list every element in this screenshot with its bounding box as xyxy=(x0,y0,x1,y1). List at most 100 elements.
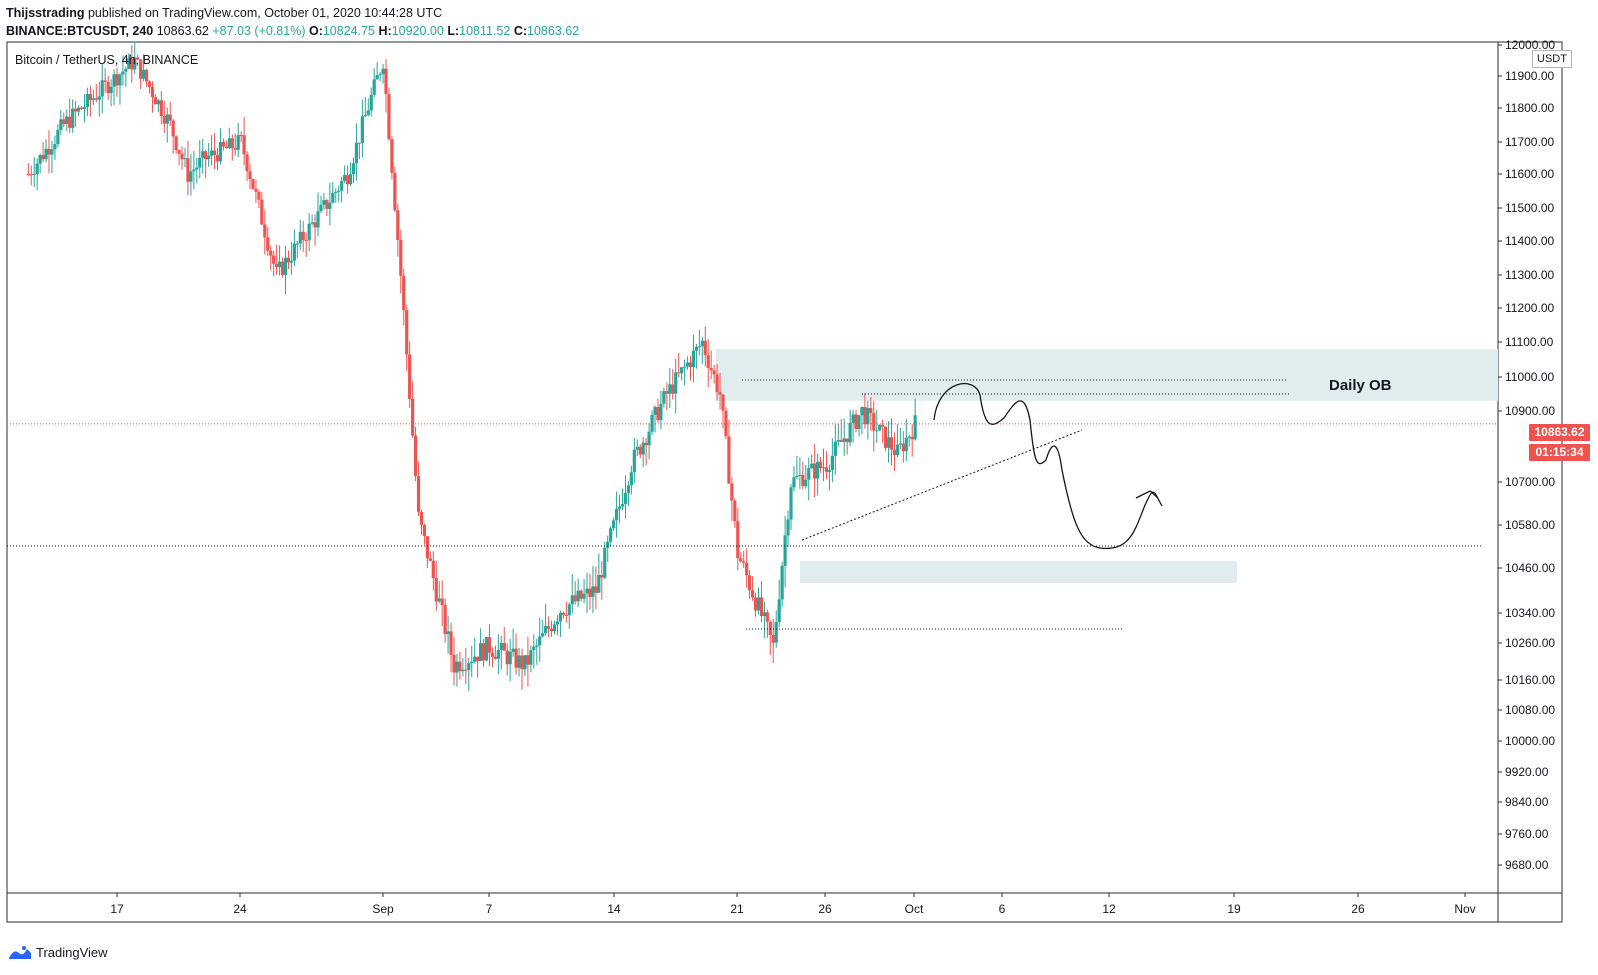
candle xyxy=(508,638,512,682)
projection-path[interactable] xyxy=(933,382,1163,550)
candle xyxy=(913,398,917,441)
candle xyxy=(671,369,675,400)
candle xyxy=(431,551,435,591)
candle xyxy=(153,94,158,105)
candle xyxy=(514,633,518,675)
candle xyxy=(727,419,731,484)
candle xyxy=(381,63,385,84)
price-tick-label: 9760.00 xyxy=(1505,827,1549,841)
candle xyxy=(85,87,90,116)
candle xyxy=(130,45,134,83)
publisher-name[interactable]: Thijsstrading xyxy=(6,6,85,20)
projection-arrow-icon xyxy=(1135,490,1159,499)
candle xyxy=(449,622,453,673)
candle xyxy=(360,99,364,158)
candle xyxy=(712,364,716,384)
time-axis[interactable]: 17 24 Sep 7 14 21 26 Oct 6 12 19 26 Nov xyxy=(110,893,1476,916)
candle xyxy=(851,409,855,443)
candle xyxy=(759,581,764,623)
candle xyxy=(79,106,84,110)
candle xyxy=(665,382,669,411)
candle xyxy=(529,645,533,673)
time-tick-label: Sep xyxy=(372,902,394,916)
candle xyxy=(632,437,636,484)
candle xyxy=(325,199,329,216)
candle xyxy=(644,437,648,466)
price-tick-label: 10340.00 xyxy=(1505,606,1555,620)
candle xyxy=(715,364,719,401)
demand-zone[interactable] xyxy=(800,560,1237,583)
candle xyxy=(541,619,545,638)
candle xyxy=(730,477,734,521)
price-change: +87.03 (+0.81%) xyxy=(212,24,306,38)
footer[interactable]: TradingView xyxy=(8,944,108,960)
candle xyxy=(694,343,699,369)
candle xyxy=(804,465,808,489)
price-tick-label: 10000.00 xyxy=(1505,734,1555,748)
candle xyxy=(124,66,128,87)
candle xyxy=(561,611,565,619)
candle xyxy=(260,191,264,226)
candle xyxy=(818,456,823,473)
time-tick-label: Oct xyxy=(905,902,924,916)
candle xyxy=(177,149,181,166)
candle xyxy=(334,188,338,203)
candle xyxy=(703,326,707,367)
candle xyxy=(801,461,805,490)
time-tick-label: Nov xyxy=(1454,902,1475,916)
candle xyxy=(150,81,155,113)
candle xyxy=(207,143,211,167)
candle xyxy=(266,226,270,257)
candle xyxy=(387,87,391,141)
candle xyxy=(209,135,214,166)
candle xyxy=(659,390,663,430)
candle xyxy=(549,620,554,637)
price-axis[interactable]: 12000.00 11900.00 11800.00 11700.00 11600.00… xyxy=(1498,38,1555,872)
candle xyxy=(662,387,666,408)
candle xyxy=(68,98,72,133)
candle xyxy=(452,637,456,686)
candle xyxy=(623,475,628,519)
candle xyxy=(372,68,376,98)
price-tick-label: 11000.00 xyxy=(1505,370,1554,384)
candle xyxy=(520,648,524,690)
candle xyxy=(144,68,149,87)
candle xyxy=(156,98,160,113)
candle xyxy=(422,523,427,545)
daily-ob-zone[interactable] xyxy=(716,349,1498,401)
candle xyxy=(467,657,471,692)
candle xyxy=(777,579,781,628)
candle xyxy=(425,536,429,569)
candle xyxy=(617,494,622,524)
candle xyxy=(254,179,258,204)
candle xyxy=(836,423,840,447)
candle xyxy=(762,601,766,639)
candle xyxy=(875,410,879,443)
candle xyxy=(476,656,480,678)
candle xyxy=(620,488,625,510)
candle xyxy=(212,133,217,169)
candle xyxy=(94,84,98,103)
candle xyxy=(484,636,489,661)
price-tick-label: 10080.00 xyxy=(1505,703,1555,717)
candle xyxy=(366,98,370,117)
candle xyxy=(721,393,725,429)
currency-tag[interactable]: USDT xyxy=(1532,50,1572,68)
open-value: 10824.75 xyxy=(322,24,375,38)
candle xyxy=(53,135,57,160)
candle xyxy=(881,419,885,443)
candle xyxy=(390,136,394,180)
price-tick-label: 11900.00 xyxy=(1505,69,1554,83)
candle xyxy=(863,393,867,429)
candle xyxy=(854,409,858,433)
candle xyxy=(239,131,243,143)
candle xyxy=(742,550,746,569)
candle xyxy=(650,410,654,435)
low-label: L: xyxy=(447,24,460,38)
countdown-badge: 01:15:34 xyxy=(1529,444,1590,461)
candle xyxy=(842,418,846,456)
candle xyxy=(878,424,882,431)
candle xyxy=(91,89,95,106)
time-tick-label: 26 xyxy=(1351,902,1365,916)
